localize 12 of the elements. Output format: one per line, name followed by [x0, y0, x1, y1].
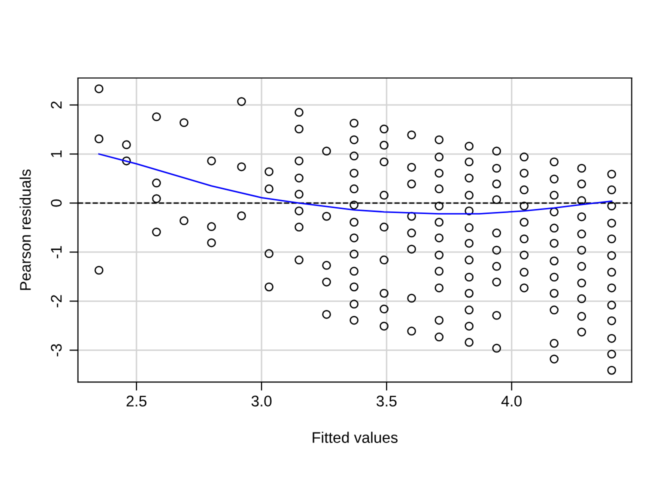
- y-tick-label: -2: [50, 295, 62, 308]
- x-tick-label: 3.0: [251, 396, 272, 406]
- x-tick-label: 2.5: [126, 396, 146, 406]
- x-tick-label: 3.5: [376, 396, 397, 406]
- y-tick-label: 0: [50, 199, 62, 207]
- y-axis-title: Pearson residuals: [20, 169, 31, 290]
- y-tick-label: 2: [50, 101, 62, 108]
- x-tick-label: 4.0: [501, 396, 522, 406]
- y-tick-label: -3: [50, 344, 62, 356]
- x-axis-title: Fitted values: [312, 432, 398, 443]
- y-tick-label: -1: [51, 246, 62, 258]
- y-tick-label: 1: [51, 150, 62, 158]
